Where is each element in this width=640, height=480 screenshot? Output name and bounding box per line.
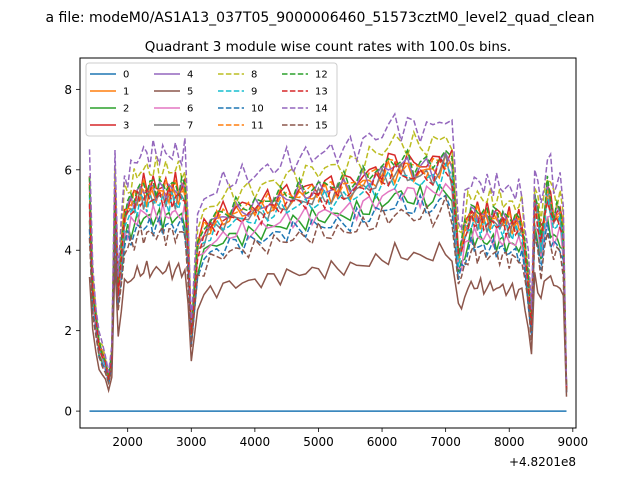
- y-tick-label: 0: [64, 405, 72, 419]
- legend-label: 8: [251, 70, 257, 81]
- legend-label: 14: [315, 104, 328, 115]
- x-axis-offset-label: +4.8201e8: [509, 455, 576, 469]
- series-15-line: [88, 194, 568, 393]
- series-6-line: [88, 182, 568, 392]
- legend-label: 0: [123, 70, 129, 81]
- legend-label: 3: [123, 121, 129, 132]
- y-tick-label: 8: [64, 83, 72, 97]
- legend-label: 7: [187, 121, 193, 132]
- y-tick-label: 6: [64, 163, 72, 177]
- legend-label: 15: [315, 121, 328, 132]
- x-axis: 2000 3000 4000 5000 6000 7000 8000 9000: [112, 428, 588, 449]
- legend-label: 6: [187, 104, 193, 115]
- x-tick-label: 7000: [430, 435, 461, 449]
- x-tick-label: 3000: [176, 435, 207, 449]
- series-5-line: [88, 240, 568, 397]
- legend-label: 4: [187, 70, 193, 81]
- plot-frame: [79, 57, 577, 429]
- chart-title: Quadrant 3 module wise count rates with …: [145, 39, 511, 55]
- legend-label: 2: [123, 104, 129, 115]
- x-tick-label: 6000: [367, 435, 398, 449]
- legend-label: 1: [123, 87, 129, 98]
- series-13-line: [88, 155, 568, 390]
- series-10-line: [88, 192, 568, 393]
- x-tick-label: 2000: [112, 435, 143, 449]
- y-axis: 0 2 4 6 8: [64, 83, 80, 419]
- series-8-line: [88, 129, 568, 388]
- y-tick-label: 2: [64, 324, 72, 338]
- series-14-line: [88, 112, 568, 386]
- legend-label: 13: [315, 87, 328, 98]
- legend-label: 10: [251, 104, 264, 115]
- legend-label: 9: [251, 87, 257, 98]
- y-tick-label: 4: [64, 244, 72, 258]
- x-tick-label: 9000: [558, 435, 589, 449]
- chart-suptitle: a file: modeM0/AS1A13_037T05_9000006460_…: [46, 10, 595, 26]
- series-layer: [88, 112, 568, 412]
- x-tick-label: 8000: [494, 435, 525, 449]
- x-tick-label: 4000: [240, 435, 271, 449]
- series-11-line: [88, 155, 568, 391]
- legend-box: [85, 62, 338, 137]
- x-tick-label: 5000: [303, 435, 334, 449]
- legend-label: 12: [315, 70, 328, 81]
- legend-label: 5: [187, 87, 193, 98]
- series-9-line: [88, 161, 568, 391]
- legend-label: 11: [251, 121, 264, 132]
